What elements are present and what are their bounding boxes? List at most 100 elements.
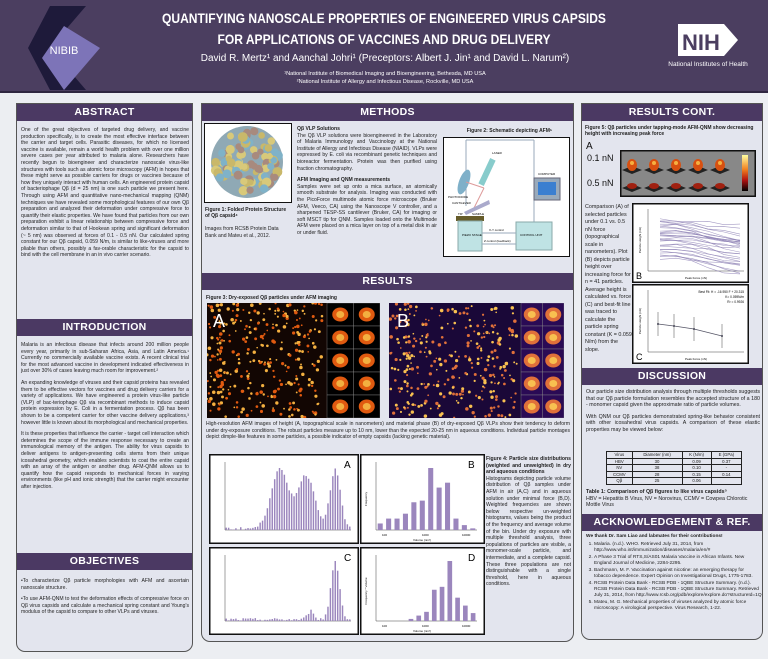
title-line-2: FOR APPLICATIONS OF VACCINES AND DRUG DE…: [217, 32, 551, 47]
histogram-c-bar: [281, 619, 283, 621]
particle-height-line: [659, 243, 741, 255]
x-tick-label: 1000: [422, 533, 429, 537]
histogram-b-bar: [419, 500, 425, 530]
figure3-label-b: B: [397, 311, 409, 331]
abstract-heading: ABSTRACT: [17, 104, 192, 121]
particle-height-line: [659, 224, 741, 241]
histogram-c-bar: [324, 614, 327, 621]
nih-logo-text: NIH: [682, 30, 720, 55]
histogram-a-bar: [319, 516, 322, 530]
histogram-c-bar: [341, 605, 344, 621]
methods-subheading: Qβ VLP Solutions: [297, 126, 340, 132]
histogram-c-bar: [295, 619, 298, 621]
histogram-c-bar: [283, 620, 286, 621]
average-height-point: [657, 323, 659, 325]
figure3-label-a: A: [213, 311, 225, 331]
best-fit-line: [657, 323, 723, 337]
x-axis-label: Volume (nm³): [413, 538, 431, 542]
particle-height-line: [659, 221, 741, 229]
table-row: Qβ 25 0.06: [606, 477, 743, 485]
histogram-a-bar: [240, 527, 242, 530]
results-heading: RESULTS: [202, 273, 573, 290]
histogram-c-bar: [305, 615, 307, 621]
histogram-c-bar: [240, 620, 242, 621]
discussion-paragraph: With QNM our Qβ particles demonstrated s…: [586, 413, 760, 433]
histogram-c-bar: [264, 619, 266, 621]
histogram-c-bar: [334, 561, 336, 621]
particle-height-line: [659, 237, 741, 249]
histogram-d-bar: [455, 597, 460, 621]
affiliation-1: ¹National Institute of Biomedical Imagin…: [284, 71, 486, 77]
histogram-c-bar: [249, 618, 252, 621]
plot-c-xlabel: Peak Force (nN): [685, 357, 707, 361]
particle-height-line: [659, 230, 741, 243]
histogram-c-bar: [307, 613, 310, 621]
histogram-c-bar: [227, 620, 230, 621]
table-note: HBV = Hepatitis B Virus, NV = Norovirus,…: [586, 495, 748, 509]
left-column-panel: ABSTRACT One of the great objectives of …: [16, 103, 193, 652]
histogram-a-bar: [312, 491, 315, 530]
reference-item: Bachmann, M. F. Vaccination against nico…: [594, 568, 762, 580]
particle-peak: [649, 183, 659, 189]
particle-height-line: [659, 254, 741, 274]
histogram-b-bar: [445, 482, 451, 530]
histogram-c-bar: [276, 618, 278, 621]
average-height-point: [693, 328, 695, 330]
label-computer: COMPUTER: [538, 172, 556, 176]
histogram-b-bar: [411, 502, 417, 530]
histogram-a-bar: [235, 528, 237, 530]
right-column-panel: RESULTS CONT. Figure 5: Qβ particles und…: [581, 103, 763, 640]
plot-c-ylabel: Particle Height (nm): [638, 308, 642, 335]
particle-3d-comparison: [620, 150, 756, 197]
histogram-a-bar: [341, 505, 344, 530]
intro-paragraph: It is these properties that influence th…: [21, 431, 189, 490]
histogram-d-bar: [470, 613, 476, 621]
histogram-b-bar: [436, 487, 442, 530]
histogram-a-bar: [266, 508, 269, 530]
histogram-a-bar: [329, 490, 332, 530]
histogram-b: 100 1000 10000 Volume (nm³) Frequency B: [360, 454, 485, 544]
methods-paragraph: Samples were set up onto a mica surface,…: [297, 183, 437, 236]
histogram-a-bar: [261, 520, 264, 530]
figure3-caption: Figure 3: Dry-exposed Qβ particles under…: [206, 295, 337, 301]
histogram-c-bar: [286, 619, 288, 621]
histogram-c-bar: [247, 618, 249, 621]
histogram-c-bar: [310, 609, 312, 621]
histogram-a-bar: [332, 476, 334, 530]
histogram-c-bar: [266, 619, 269, 621]
histogram-d-label: D: [468, 553, 475, 564]
label-control: CONTROL UNIT: [520, 233, 543, 237]
histogram-a-bar: [307, 478, 310, 530]
particle-height-line: [659, 234, 741, 253]
table-caption: Table 1: Comparison of Qβ figures to lik…: [586, 489, 728, 495]
histogram-c-bar: [293, 619, 295, 621]
histogram-a-bar: [346, 524, 349, 530]
r-squared: R² = 0.9926: [727, 300, 744, 304]
histogram-c-bar: [252, 618, 254, 621]
histogram-c-bar: [237, 620, 240, 621]
particle-height-line: [659, 244, 741, 255]
histogram-d-bar: [424, 611, 429, 621]
histogram-a-bar: [288, 490, 290, 530]
histogram-d-bar: [463, 605, 468, 621]
histogram-c-bar: [339, 589, 341, 621]
results-cont-heading: RESULTS CONT.: [582, 104, 762, 121]
table-cell: Qβ: [606, 477, 633, 485]
afm-height-image: A: [207, 303, 380, 418]
label-sample: SAMPLE: [472, 212, 484, 216]
label-feedback: Z control (feedback): [484, 239, 511, 243]
plot-b-ylabel: Particle Height (nm): [638, 227, 642, 254]
particle-height-line: [659, 239, 741, 258]
histogram-d-bar: [447, 561, 453, 621]
particle-peak: [671, 183, 681, 189]
affiliations: ¹National Institute of Biomedical Imagin…: [150, 70, 620, 86]
figure1-source: Images from RCSB Protein Data Bank and M…: [205, 226, 279, 239]
label-stage: PIEZO STAGE: [462, 233, 482, 237]
particle-height-line: [659, 238, 741, 246]
table-cell: 0.06: [681, 477, 712, 485]
reference-item: A Phase 3 Trial of RTS,S/AS01 Malaria Va…: [594, 555, 762, 567]
histogram-a-bar: [264, 515, 266, 530]
fit-equation: Best Fit: H = -16.950 F + 20.315: [698, 290, 744, 294]
histogram-b-bar: [453, 518, 459, 530]
table-caption-block: Table 1: Comparison of Qβ figures to lik…: [586, 489, 762, 509]
